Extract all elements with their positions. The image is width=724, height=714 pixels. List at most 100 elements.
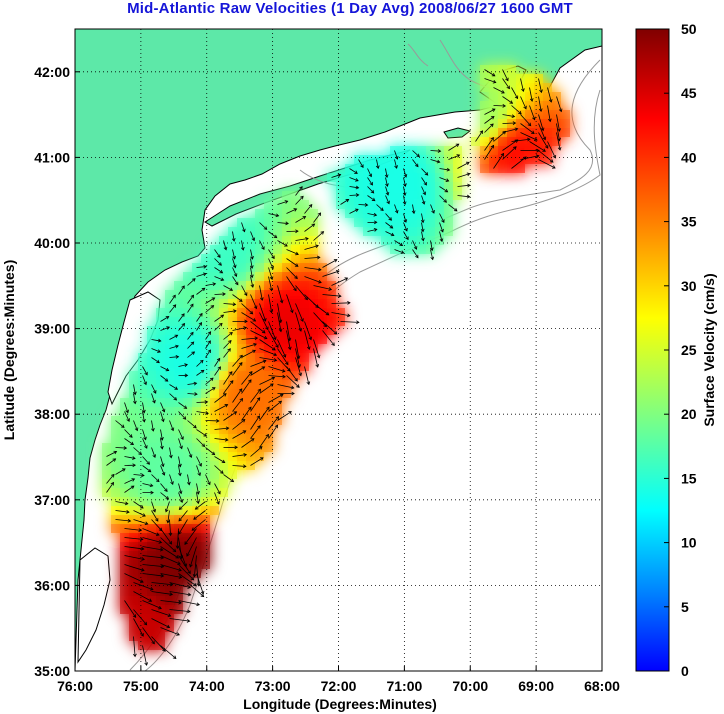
velocity-cell <box>345 200 354 209</box>
velocity-arrow <box>133 420 139 432</box>
velocity-cell <box>543 92 552 101</box>
velocity-arrow <box>142 490 154 495</box>
velocity-cell <box>390 173 399 182</box>
velocity-cell <box>210 389 219 398</box>
velocity-cell <box>183 524 192 533</box>
velocity-arrow <box>142 627 155 645</box>
velocity-cell <box>120 506 129 515</box>
velocity-cell <box>192 299 201 308</box>
velocity-arrow <box>142 600 162 610</box>
velocity-arrow <box>394 159 398 169</box>
velocity-arrow <box>187 331 194 340</box>
velocity-arrow <box>142 537 163 544</box>
velocity-cell <box>147 461 156 470</box>
velocity-arrow <box>313 285 333 291</box>
velocity-arrow <box>412 159 419 168</box>
velocity-cell <box>282 308 291 317</box>
velocity-arrow <box>196 359 204 367</box>
velocity-arrow <box>529 87 534 102</box>
velocity-arrow <box>295 216 307 223</box>
velocity-cell <box>147 452 156 461</box>
velocity-cell <box>300 299 309 308</box>
velocity-cell <box>318 335 327 344</box>
velocity-arrow <box>304 204 313 214</box>
velocity-arrow <box>430 249 435 261</box>
velocity-arrow <box>160 456 165 468</box>
velocity-cell <box>282 236 291 245</box>
velocity-cell <box>354 209 363 218</box>
velocity-cell <box>246 353 255 362</box>
velocity-arrow <box>538 114 545 132</box>
velocity-cell <box>525 119 534 128</box>
velocity-cell <box>174 281 183 290</box>
velocity-arrow <box>115 510 130 514</box>
velocity-arrow <box>331 173 342 178</box>
velocity-cell <box>561 128 570 137</box>
velocity-arrow <box>232 249 236 260</box>
velocity-cell <box>192 308 201 317</box>
velocity-cell <box>138 389 147 398</box>
velocity-arrow <box>385 213 392 221</box>
y-axis-ticks: 42:00 41:00 40:00 39:00 38:00 37:00 36:00 35:00 <box>34 64 80 679</box>
velocity-arrow <box>106 481 114 493</box>
velocity-arrow <box>249 267 254 279</box>
velocity-arrow <box>142 366 148 376</box>
velocity-cell <box>165 488 174 497</box>
velocity-cell <box>264 236 273 245</box>
velocity-cell <box>237 461 246 470</box>
velocity-cell <box>354 191 363 200</box>
velocity-cell <box>237 407 246 416</box>
velocity-cell <box>174 416 183 425</box>
velocity-cell <box>183 362 192 371</box>
velocity-arrow <box>232 453 248 457</box>
velocity-cell <box>246 443 255 452</box>
velocity-arrow <box>385 177 389 187</box>
velocity-arrow <box>529 141 546 152</box>
velocity-cell <box>426 173 435 182</box>
velocity-cell <box>327 290 336 299</box>
velocity-cell <box>273 362 282 371</box>
velocity-cell <box>183 533 192 542</box>
x-axis-label: Longitude (Degrees:Minutes) <box>243 696 437 712</box>
velocity-arrow <box>196 429 208 437</box>
velocity-cell <box>210 443 219 452</box>
velocity-cell <box>480 164 489 173</box>
velocity-arrow <box>223 302 237 307</box>
colorbar-tick-label: 40 <box>681 149 697 165</box>
velocity-arrow <box>322 259 338 268</box>
velocity-cell <box>246 416 255 425</box>
velocity-arrow <box>277 339 287 358</box>
velocity-cell <box>489 92 498 101</box>
velocity-arrow <box>502 114 516 119</box>
velocity-cell <box>426 182 435 191</box>
velocity-cell <box>192 515 201 524</box>
velocity-arrow <box>169 355 180 359</box>
velocity-cell <box>246 218 255 227</box>
velocity-cell <box>480 101 489 110</box>
velocity-cell <box>165 596 174 605</box>
velocity-arrow <box>178 519 188 535</box>
velocity-arrow <box>268 374 286 379</box>
velocity-arrow <box>475 130 483 142</box>
velocity-cell <box>363 155 372 164</box>
velocity-cell <box>264 218 273 227</box>
velocity-arrow <box>556 114 561 132</box>
velocity-arrow <box>511 137 531 142</box>
velocity-arrow <box>241 285 248 297</box>
velocity-cell <box>165 290 174 299</box>
velocity-arrow <box>421 177 427 186</box>
velocity-cell <box>219 479 228 488</box>
velocity-arrow <box>259 339 276 351</box>
velocity-cell <box>174 515 183 524</box>
velocity-cell <box>444 227 453 236</box>
velocity-arrow <box>205 377 214 385</box>
velocity-cell <box>300 218 309 227</box>
velocity-arrow <box>304 321 313 341</box>
velocity-arrow <box>160 645 177 659</box>
velocity-cell <box>147 524 156 533</box>
velocity-cell <box>291 245 300 254</box>
velocity-cell <box>129 524 138 533</box>
velocity-arrow <box>241 222 246 233</box>
velocity-cell <box>498 83 507 92</box>
velocity-cell <box>264 443 273 452</box>
